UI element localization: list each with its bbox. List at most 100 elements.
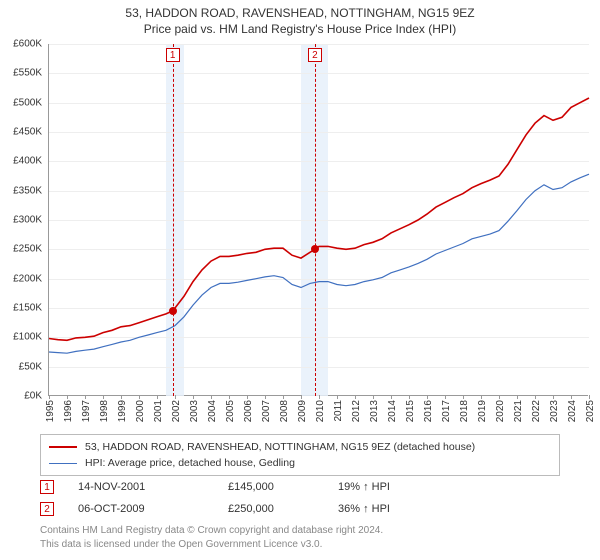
sale-badge: 2 (308, 48, 322, 62)
x-tick (67, 395, 68, 399)
x-axis-label: 2016 (423, 400, 434, 422)
y-axis-label: £100K (0, 332, 42, 343)
x-axis-label: 2001 (153, 400, 164, 422)
x-axis-label: 2007 (261, 400, 272, 422)
x-axis-label: 2009 (297, 400, 308, 422)
x-axis-label: 2012 (351, 400, 362, 422)
sale-delta-vs-hpi: 36% ↑ HPI (338, 503, 458, 515)
x-axis-label: 2011 (333, 400, 344, 422)
x-tick (391, 395, 392, 399)
x-axis-label: 1998 (99, 400, 110, 422)
x-axis-label: 2017 (441, 400, 452, 422)
y-axis-label: £0K (0, 391, 42, 402)
sale-row-badge: 2 (40, 502, 54, 516)
sale-date: 06-OCT-2009 (78, 503, 228, 515)
x-axis-label: 2005 (225, 400, 236, 422)
x-axis-label: 2000 (135, 400, 146, 422)
x-axis-label: 1996 (63, 400, 74, 422)
y-axis-label: £350K (0, 185, 42, 196)
x-tick (283, 395, 284, 399)
y-axis-label: £150K (0, 303, 42, 314)
x-tick (139, 395, 140, 399)
y-axis-label: £200K (0, 273, 42, 284)
x-axis-label: 2018 (459, 400, 470, 422)
x-tick (499, 395, 500, 399)
sale-row: 2 06-OCT-2009£250,00036% ↑ HPI (40, 498, 560, 520)
sale-date: 14-NOV-2001 (78, 481, 228, 493)
x-axis-label: 2014 (387, 400, 398, 422)
legend-label-hpi: HPI: Average price, detached house, Gedl… (85, 457, 295, 469)
chart-title: 53, HADDON ROAD, RAVENSHEAD, NOTTINGHAM,… (0, 6, 600, 20)
x-axis-label: 2006 (243, 400, 254, 422)
chart-subtitle: Price paid vs. HM Land Registry's House … (0, 22, 600, 36)
x-axis-label: 1999 (117, 400, 128, 422)
plot-area: £0K£50K£100K£150K£200K£250K£300K£350K£40… (48, 44, 588, 396)
x-tick (463, 395, 464, 399)
x-axis-label: 2021 (513, 400, 524, 422)
x-axis-label: 2025 (585, 400, 596, 422)
price-chart: £0K£50K£100K£150K£200K£250K£300K£350K£40… (48, 44, 588, 396)
sales-list: 1 14-NOV-2001£145,00019% ↑ HPI 2 06-OCT-200… (40, 476, 560, 520)
x-tick (409, 395, 410, 399)
x-axis-label: 2023 (549, 400, 560, 422)
x-tick (337, 395, 338, 399)
x-tick (571, 395, 572, 399)
x-tick (301, 395, 302, 399)
series-line-address (49, 98, 589, 340)
legend-swatch-address (49, 446, 77, 448)
x-tick (553, 395, 554, 399)
x-tick (103, 395, 104, 399)
x-tick (265, 395, 266, 399)
sale-marker (169, 307, 177, 315)
x-tick (589, 395, 590, 399)
y-axis-label: £300K (0, 215, 42, 226)
y-axis-label: £600K (0, 39, 42, 50)
x-axis-label: 1995 (45, 400, 56, 422)
legend-row-address: 53, HADDON ROAD, RAVENSHEAD, NOTTINGHAM,… (49, 439, 551, 455)
x-tick (175, 395, 176, 399)
x-axis-label: 2024 (567, 400, 578, 422)
sale-row-badge: 1 (40, 480, 54, 494)
sale-marker (311, 245, 319, 253)
x-axis-label: 2013 (369, 400, 380, 422)
chart-legend: 53, HADDON ROAD, RAVENSHEAD, NOTTINGHAM,… (40, 434, 560, 476)
sale-badge: 1 (166, 48, 180, 62)
x-tick (157, 395, 158, 399)
y-axis-label: £550K (0, 68, 42, 79)
x-tick (49, 395, 50, 399)
y-axis-label: £50K (0, 361, 42, 372)
x-axis-label: 2020 (495, 400, 506, 422)
y-axis-label: £450K (0, 127, 42, 138)
x-tick (121, 395, 122, 399)
x-tick (517, 395, 518, 399)
x-tick (85, 395, 86, 399)
x-tick (229, 395, 230, 399)
x-axis-label: 2003 (189, 400, 200, 422)
x-tick (373, 395, 374, 399)
sale-guideline (173, 44, 174, 396)
sale-price: £145,000 (228, 481, 338, 493)
x-axis-label: 1997 (81, 400, 92, 422)
y-axis-label: £250K (0, 244, 42, 255)
footer-line-1: Contains HM Land Registry data © Crown c… (40, 524, 560, 538)
x-axis-label: 2015 (405, 400, 416, 422)
x-axis-label: 2010 (315, 400, 326, 422)
x-tick (481, 395, 482, 399)
x-axis-label: 2022 (531, 400, 542, 422)
x-axis-label: 2008 (279, 400, 290, 422)
legend-row-hpi: HPI: Average price, detached house, Gedl… (49, 455, 551, 471)
x-tick (535, 395, 536, 399)
footer-line-2: This data is licensed under the Open Gov… (40, 538, 560, 552)
sale-price: £250,000 (228, 503, 338, 515)
sale-delta-vs-hpi: 19% ↑ HPI (338, 481, 458, 493)
x-axis-label: 2004 (207, 400, 218, 422)
chart-svg (49, 44, 589, 396)
y-axis-label: £500K (0, 97, 42, 108)
sale-row: 1 14-NOV-2001£145,00019% ↑ HPI (40, 476, 560, 498)
sale-guideline (315, 44, 316, 396)
x-tick (355, 395, 356, 399)
x-tick (319, 395, 320, 399)
x-tick (247, 395, 248, 399)
legend-label-address: 53, HADDON ROAD, RAVENSHEAD, NOTTINGHAM,… (85, 441, 475, 453)
x-axis-label: 2019 (477, 400, 488, 422)
